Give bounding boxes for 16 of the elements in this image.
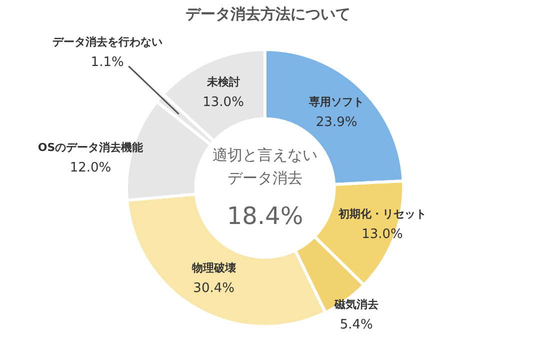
data-label: 13.0%	[202, 95, 244, 110]
slice-label: 未検討	[206, 76, 240, 89]
data-label: 1.1%	[90, 55, 124, 70]
data-label: 23.9%	[316, 115, 358, 130]
text: 18.4%	[226, 202, 304, 230]
slice-label: OSのデータ消去機能	[38, 140, 144, 154]
data-label: 5.4%	[340, 317, 373, 332]
data-label: 12.0%	[70, 160, 112, 176]
text: データ消去	[228, 168, 302, 187]
chart-title: データ消去方法について	[186, 4, 350, 23]
slice-label: 物理破壊	[190, 261, 236, 274]
data-label: 30.4%	[193, 280, 234, 296]
slice-label: 専用ソフト	[308, 96, 364, 109]
slice-label: データ消去を行わない	[52, 36, 162, 49]
slice-label: 磁気消去	[333, 298, 378, 311]
text: 適切と言えない	[212, 146, 318, 164]
